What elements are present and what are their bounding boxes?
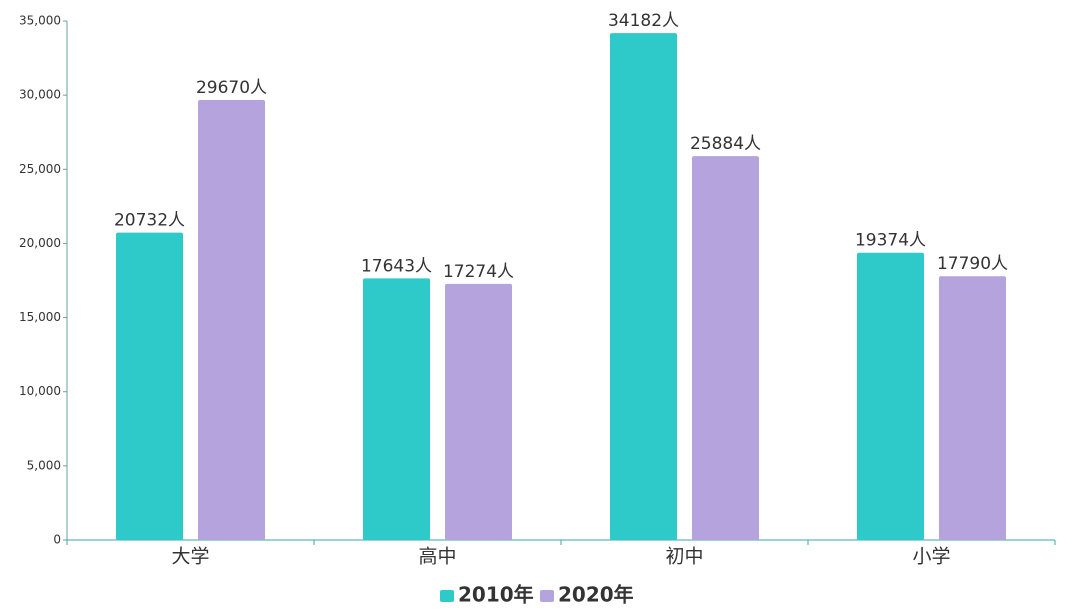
legend-swatch [440,590,454,602]
value-label: 19374人 [855,231,926,251]
value-label: 20732人 [114,211,185,231]
y-tick-label: 0 [53,533,61,547]
y-tick-label: 30,000 [19,88,61,102]
value-label: 17643人 [361,256,432,276]
y-tick-label: 10,000 [19,384,61,398]
bar [610,33,677,541]
value-label: 25884人 [690,134,761,154]
bar [363,278,430,540]
x-tick-label: 高中 [418,546,456,568]
value-label: 17274人 [443,262,514,282]
value-label: 17790人 [937,254,1008,274]
y-tick-label: 35,000 [19,14,61,28]
x-tick-label: 小学 [912,546,950,568]
bar [939,276,1006,540]
legend-label: 2010年 [458,583,534,607]
x-tick-label: 初中 [665,546,703,568]
bar [445,283,512,540]
bar [198,100,265,540]
legend-label: 2020年 [558,583,634,607]
y-tick-label: 25,000 [19,162,61,176]
value-label: 34182人 [608,11,679,31]
y-tick-label: 20,000 [19,236,61,250]
bar [857,252,924,541]
x-tick-label: 大学 [171,546,209,568]
bar [692,156,759,541]
bar [116,232,183,541]
y-tick-label: 15,000 [19,310,61,324]
value-label: 29670人 [196,78,267,98]
legend-swatch [540,590,554,602]
y-tick-label: 5,000 [27,458,61,472]
